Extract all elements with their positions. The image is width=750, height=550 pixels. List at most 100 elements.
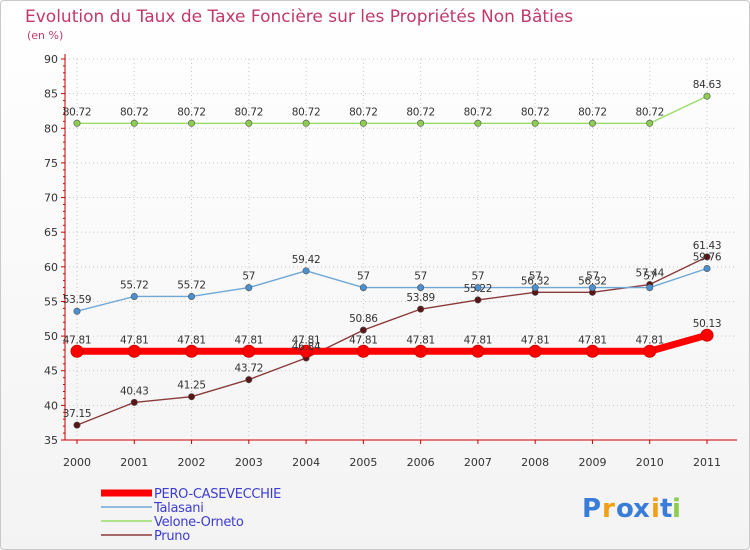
data-point [73, 307, 81, 315]
data-label: 47.81 [292, 334, 321, 346]
data-point [414, 344, 428, 358]
data-label: 40.43 [120, 385, 149, 397]
data-label: 57 [414, 271, 427, 283]
y-tick-label: 55 [44, 295, 58, 308]
data-point [531, 284, 539, 292]
x-tick-label: 2003 [235, 456, 263, 469]
data-point [73, 421, 81, 429]
y-tick-label: 75 [44, 157, 58, 170]
axes: 35 40 45 50 55 60 65 70 75 80 85 90 2000 2001 2002 2003… [44, 53, 737, 469]
data-point [646, 284, 654, 292]
data-point [588, 119, 596, 127]
data-label: 59.42 [292, 254, 321, 266]
data-point [188, 292, 196, 300]
data-point [188, 119, 196, 127]
data-point [130, 292, 138, 300]
logo-letter: o [616, 494, 634, 524]
x-tick-label: 2005 [349, 456, 377, 469]
y-tick-label: 85 [44, 88, 58, 101]
data-label: 80.72 [635, 106, 664, 118]
data-label: 47.81 [349, 334, 378, 346]
legend-label: Pruno [154, 529, 190, 544]
data-label: 47.81 [120, 334, 149, 346]
data-point [245, 284, 253, 292]
data-label: 50.13 [693, 318, 722, 330]
data-point [127, 344, 141, 358]
data-point [359, 326, 367, 334]
data-label: 84.63 [693, 79, 722, 91]
data-label: 80.72 [349, 106, 378, 118]
data-label: 41.25 [177, 380, 206, 392]
data-point [73, 119, 81, 127]
y-tick-label: 80 [44, 122, 58, 135]
data-point [302, 267, 310, 275]
data-point [130, 119, 138, 127]
data-label: 80.72 [464, 106, 493, 118]
data-label: 53.59 [63, 294, 92, 306]
data-label: 80.72 [406, 106, 435, 118]
data-point [359, 119, 367, 127]
series-line-talasani [76, 267, 708, 312]
data-point [188, 393, 196, 401]
data-label: 53.89 [406, 292, 435, 304]
data-point [703, 253, 711, 261]
data-label: 47.81 [63, 334, 92, 346]
data-point [299, 344, 313, 358]
legend: PERO-CASEVECCHIETalasaniVelone-OrnetoPru… [101, 487, 281, 544]
logo-letter: r [602, 494, 615, 524]
data-point [302, 119, 310, 127]
data-label: 55.72 [177, 279, 206, 291]
chart-title: Evolution du Taux de Taxe Foncière sur l… [25, 7, 573, 27]
data-point [531, 119, 539, 127]
x-tick-label: 2008 [521, 456, 549, 469]
data-point [474, 284, 482, 292]
data-point [242, 344, 256, 358]
chart-subtitle: (en %) [27, 29, 63, 42]
data-point [585, 344, 599, 358]
data-label: 57 [472, 271, 485, 283]
series-line-pruno [76, 256, 708, 426]
y-tick-label: 90 [44, 53, 58, 66]
x-tick-label: 2000 [63, 456, 91, 469]
data-point [646, 119, 654, 127]
x-tick-label: 2004 [292, 456, 320, 469]
data-label: 37.15 [63, 408, 92, 420]
y-tick-label: 60 [44, 261, 58, 274]
data-point [471, 344, 485, 358]
data-point [417, 119, 425, 127]
data-label: 47.81 [235, 334, 264, 346]
data-label: 57 [643, 271, 656, 283]
x-tick-label: 2011 [693, 456, 721, 469]
data-label: 57 [357, 271, 370, 283]
y-tick-label: 45 [44, 365, 58, 378]
data-label: 57 [529, 271, 542, 283]
x-tick-label: 2007 [464, 456, 492, 469]
data-label: 57 [242, 271, 255, 283]
data-label: 47.81 [177, 334, 206, 346]
legend-label: PERO-CASEVECCHIE [154, 487, 281, 502]
data-label: 55.22 [464, 283, 493, 295]
x-tick-label: 2002 [178, 456, 206, 469]
data-label: 47.81 [521, 334, 550, 346]
y-tick-label: 65 [44, 226, 58, 239]
y-tick-label: 70 [44, 192, 58, 205]
data-label: 47.81 [406, 334, 435, 346]
data-label: 80.72 [292, 106, 321, 118]
legend-label: Talasani [153, 501, 204, 516]
data-point [417, 305, 425, 313]
data-label: 59.76 [693, 251, 722, 263]
y-tick-label: 35 [44, 434, 58, 447]
logo-letter: i [672, 494, 681, 524]
logo-letter: P [582, 494, 601, 524]
data-point [703, 264, 711, 272]
data-point [703, 92, 711, 100]
data-label: 57.44 [635, 268, 664, 280]
x-tick-label: 2006 [407, 456, 435, 469]
data-label: 61.43 [693, 240, 722, 252]
data-point [245, 376, 253, 384]
y-tick-label: 50 [44, 330, 58, 343]
x-tick-label: 2009 [578, 456, 606, 469]
data-label: 56.32 [578, 275, 607, 287]
